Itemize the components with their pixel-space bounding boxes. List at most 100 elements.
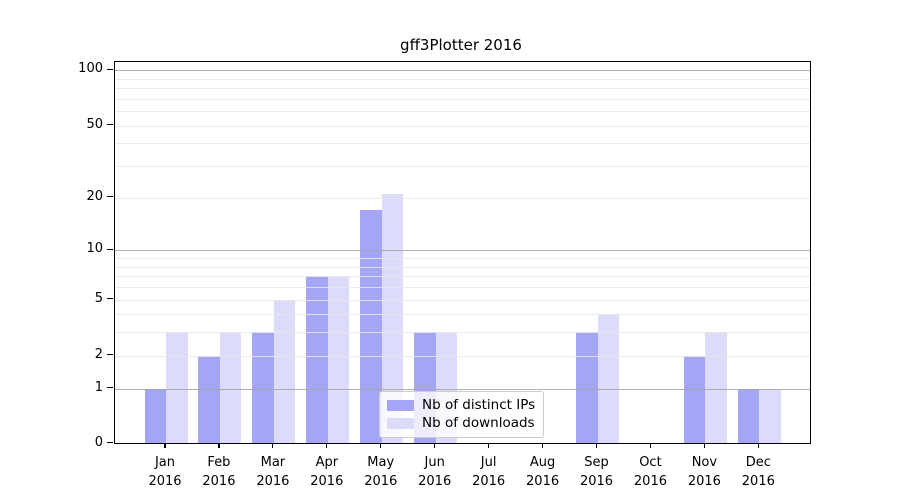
x-tick-mark xyxy=(541,442,544,448)
x-tick-label: Aug 2016 xyxy=(512,453,574,491)
minor-gridline xyxy=(115,258,810,260)
bar-downloads xyxy=(705,332,727,444)
x-tick-label: Nov 2016 xyxy=(673,453,735,491)
x-tick-year: 2016 xyxy=(633,474,667,489)
plot-area: Nb of distinct IPs Nb of downloads xyxy=(114,61,811,444)
bar-distinct-ips xyxy=(576,332,598,444)
bar-distinct-ips xyxy=(683,355,706,444)
y-tick-label: 1 xyxy=(94,379,103,395)
x-tick-year: 2016 xyxy=(364,474,398,489)
x-tick-label: Jun 2016 xyxy=(404,453,466,491)
major-gridline xyxy=(115,70,810,72)
bar-distinct-ips xyxy=(144,388,166,444)
minor-gridline xyxy=(115,314,810,316)
minor-gridline xyxy=(115,143,810,145)
major-gridline xyxy=(115,388,810,390)
minor-gridline xyxy=(115,299,810,301)
y-tick-mark xyxy=(107,196,113,198)
x-tick-mark xyxy=(703,442,705,448)
x-tick-label: May 2016 xyxy=(350,453,412,491)
x-tick-label: Sep 2016 xyxy=(566,453,628,491)
minor-gridline xyxy=(115,286,810,288)
x-tick-mark xyxy=(326,442,328,448)
minor-gridline xyxy=(115,98,810,100)
bar-downloads xyxy=(381,194,404,444)
y-tick-mark xyxy=(107,297,113,300)
bar-distinct-ips xyxy=(198,355,220,444)
bar-downloads xyxy=(166,332,188,444)
legend-swatch-downloads xyxy=(387,417,414,429)
x-tick-month: Aug xyxy=(529,455,556,470)
x-tick-year: 2016 xyxy=(526,474,560,489)
x-tick-month: Nov xyxy=(691,455,718,470)
y-tick-mark xyxy=(107,124,113,126)
minor-gridline xyxy=(115,197,810,199)
x-tick-year: 2016 xyxy=(418,474,452,489)
y-tick-label: 10 xyxy=(86,241,103,257)
x-tick-mark xyxy=(488,442,490,448)
y-tick-label: 0 xyxy=(94,434,103,450)
bar-downloads xyxy=(327,276,350,444)
x-tick-year: 2016 xyxy=(256,474,290,489)
legend-label-distinct-ips: Nb of distinct IPs xyxy=(422,397,536,413)
bar-distinct-ips xyxy=(306,276,328,444)
x-tick-mark xyxy=(164,442,166,448)
y-tick-mark xyxy=(107,248,113,250)
x-tick-year: 2016 xyxy=(579,474,614,489)
legend-item-distinct-ips: Nb of distinct IPs xyxy=(387,397,535,413)
x-tick-mark xyxy=(218,442,220,448)
x-tick-month: Feb xyxy=(207,455,231,470)
x-tick-label: Oct 2016 xyxy=(619,453,681,491)
legend-swatch-distinct-ips xyxy=(387,399,414,411)
x-tick-year: 2016 xyxy=(310,474,344,489)
x-tick-label: Jan 2016 xyxy=(134,453,196,491)
y-tick-label: 50 xyxy=(86,116,103,132)
y-tick-label: 5 xyxy=(94,290,103,306)
y-tick-mark xyxy=(107,354,113,356)
x-tick-mark xyxy=(649,442,652,448)
bar-downloads xyxy=(759,388,781,444)
y-tick-label: 2 xyxy=(94,346,103,362)
bar-distinct-ips xyxy=(252,332,274,444)
x-tick-label: Jul 2016 xyxy=(458,453,520,491)
y-tick-label: 100 xyxy=(78,61,103,77)
bar-downloads xyxy=(219,332,242,444)
legend: Nb of distinct IPs Nb of downloads xyxy=(379,391,544,438)
legend-label-downloads: Nb of downloads xyxy=(422,415,535,431)
x-tick-month: Dec xyxy=(745,455,771,470)
y-tick-mark xyxy=(107,68,113,70)
x-tick-mark xyxy=(757,442,759,448)
bar-downloads xyxy=(597,314,620,444)
x-tick-month: Jul xyxy=(480,455,497,470)
y-tick-mark xyxy=(107,441,113,444)
legend-item-downloads: Nb of downloads xyxy=(387,415,535,431)
x-tick-label: Mar 2016 xyxy=(242,453,304,491)
minor-gridline xyxy=(115,332,810,334)
x-tick-month: Mar xyxy=(260,455,286,470)
x-tick-month: Jun xyxy=(424,455,445,470)
x-tick-mark xyxy=(434,442,436,448)
x-tick-month: Oct xyxy=(639,455,662,470)
minor-gridline xyxy=(115,125,810,127)
x-tick-month: May xyxy=(367,455,395,470)
x-tick-year: 2016 xyxy=(741,474,775,489)
x-tick-year: 2016 xyxy=(472,474,506,489)
minor-gridline xyxy=(115,78,810,80)
major-gridline xyxy=(115,250,810,252)
x-tick-month: Apr xyxy=(315,455,339,470)
minor-gridline xyxy=(115,111,810,113)
minor-gridline xyxy=(115,266,810,268)
bar-distinct-ips xyxy=(737,388,760,444)
y-tick-mark xyxy=(107,387,113,389)
bar-downloads xyxy=(273,299,296,444)
bar-distinct-ips xyxy=(360,210,382,444)
x-tick-month: Jan xyxy=(154,455,176,470)
y-tick-label: 20 xyxy=(86,188,103,204)
x-tick-month: Sep xyxy=(584,455,609,470)
x-tick-mark xyxy=(272,442,274,448)
x-tick-label: Feb 2016 xyxy=(188,453,250,491)
x-tick-year: 2016 xyxy=(202,474,236,489)
minor-gridline xyxy=(115,88,810,90)
x-tick-label: Apr 2016 xyxy=(296,453,358,491)
